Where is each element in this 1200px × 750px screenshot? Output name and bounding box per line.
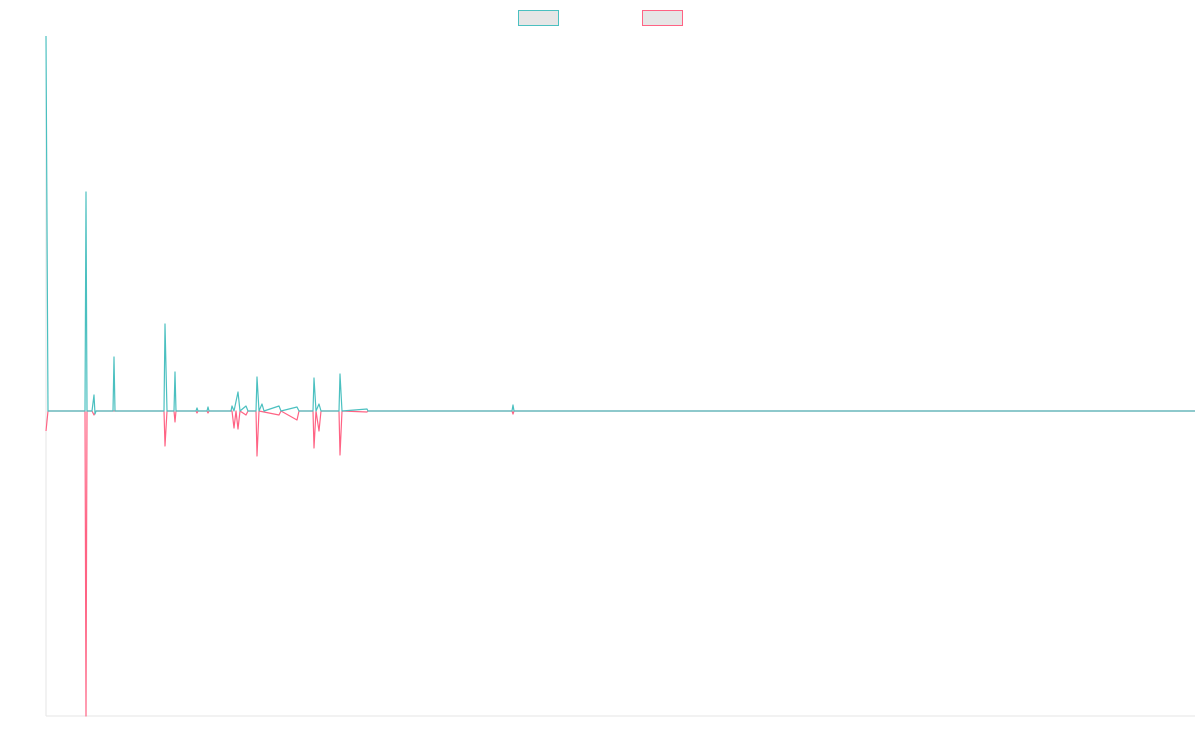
series-line	[45, 410, 1195, 717]
plot-area	[45, 35, 1195, 717]
series-line	[45, 35, 1195, 415]
legend-swatch	[642, 10, 683, 26]
legend	[518, 10, 683, 26]
legend-swatch	[518, 10, 559, 26]
